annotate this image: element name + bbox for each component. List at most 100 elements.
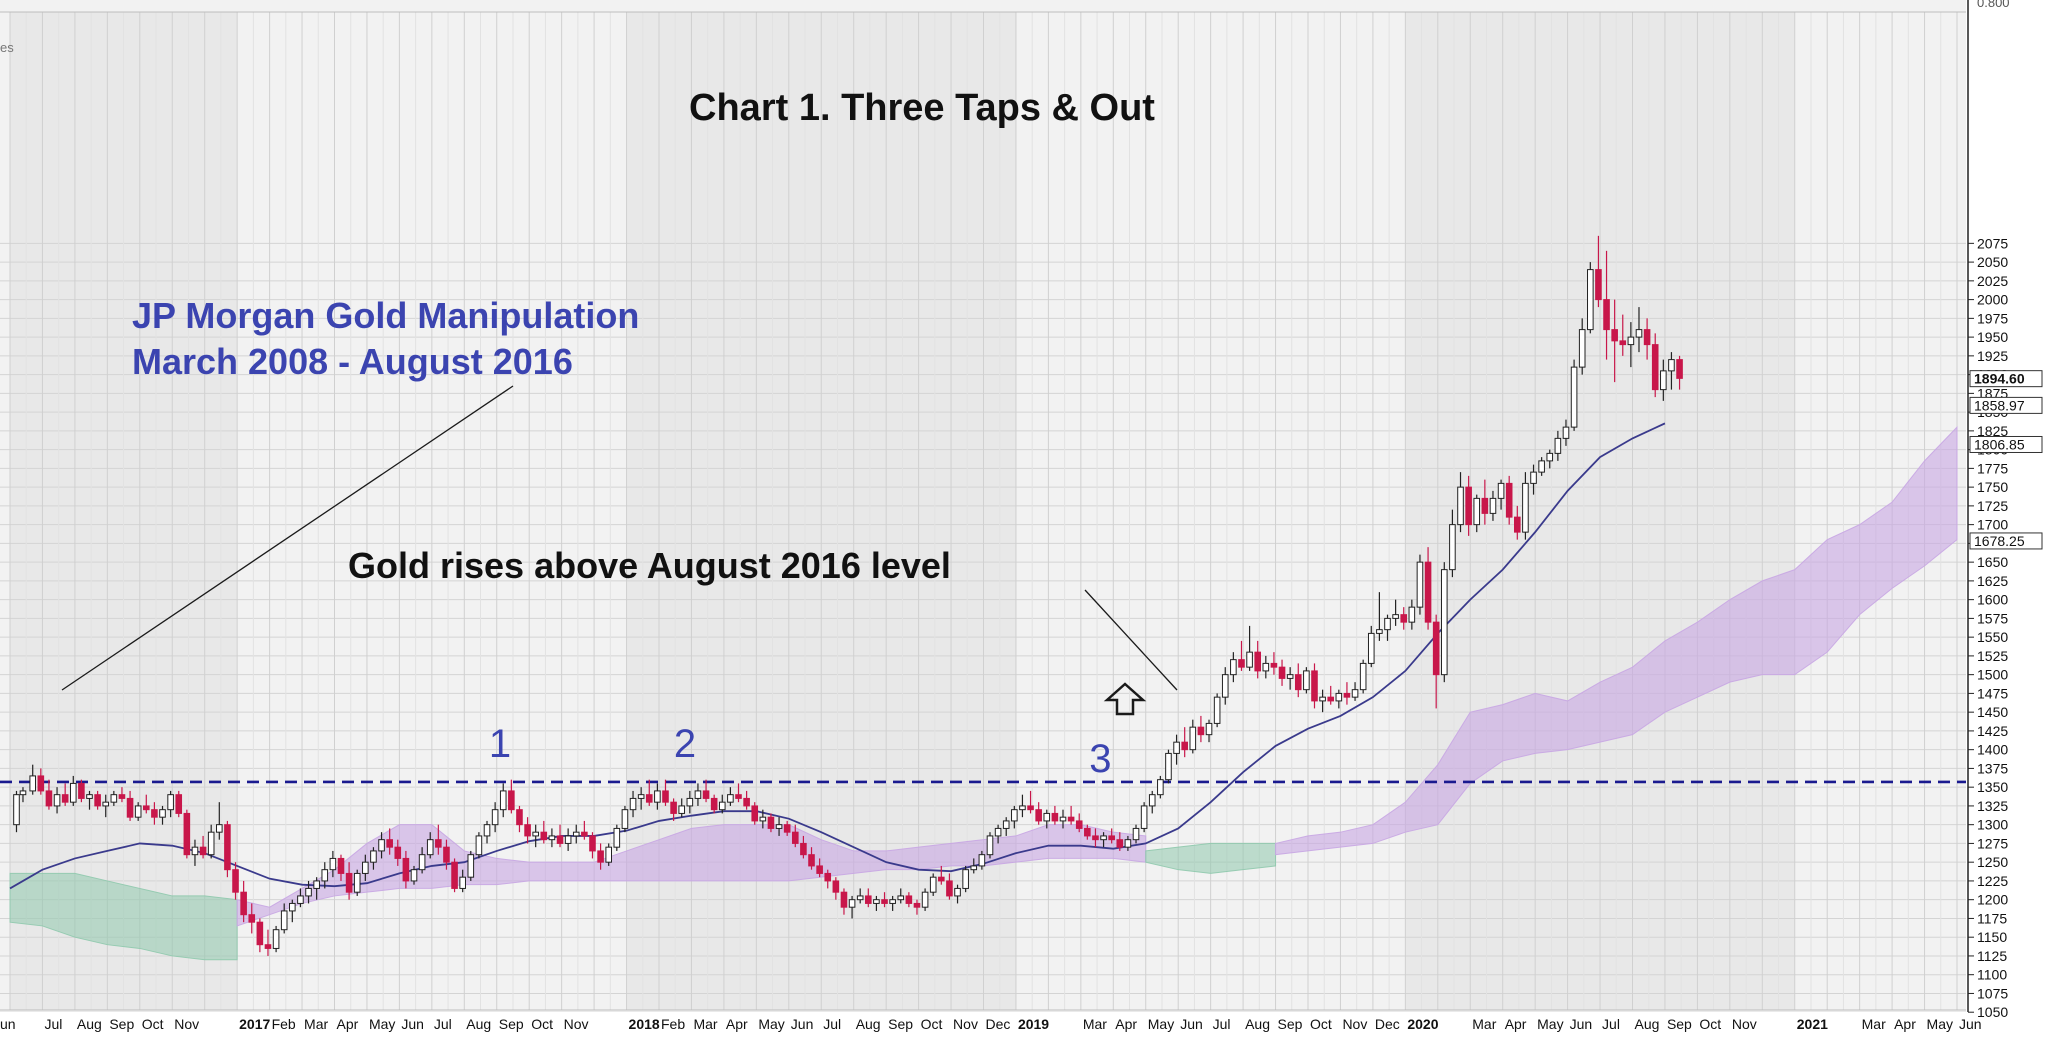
candle [1440,562,1448,683]
y-tick-label: 1200 [1977,892,2008,908]
candle-body [994,827,1002,837]
candle [1311,663,1318,709]
candle [946,873,953,900]
candle [345,862,353,900]
candle-body [743,797,750,807]
candle-body [459,876,466,889]
price-tag-box [1969,435,2043,453]
x-tick-label: Mar [304,1016,328,1032]
candle [1124,835,1132,851]
tap-1-label: 1 [489,722,511,766]
candle-body [1059,816,1067,822]
x-tick-label: Sep [109,1016,134,1032]
candle-body [1319,696,1326,702]
candle [248,903,256,934]
candle [629,790,637,818]
candle [1100,832,1107,848]
candle [1392,599,1399,626]
chart-title: Chart 1. Three Taps & Out [689,87,1155,129]
candle-body [1343,692,1351,698]
x-tick-label: 2018 [629,1016,660,1032]
x-tick-label: Aug [1245,1016,1270,1032]
annotation-leader-lines [61,385,1178,691]
x-tick-label: Feb [272,1016,296,1032]
x-tick-label: Jul [44,1016,62,1032]
x-tick-label: Oct [921,1016,943,1032]
candle [1676,355,1683,390]
candle [978,850,986,870]
candle [686,790,694,814]
candle [1530,464,1537,495]
candle-body [873,899,880,904]
candle-body [1011,809,1018,822]
candle-body [1587,269,1594,331]
candle [1384,614,1391,641]
candle [353,869,361,896]
y-tick-label: 1975 [1977,310,2008,326]
candle [1416,554,1424,615]
x-tick-label: Sep [1667,1016,1692,1032]
candle-body [1108,835,1115,841]
candle [1270,652,1278,675]
candle [800,835,807,859]
candle [305,880,312,904]
candle-body [824,872,832,882]
candle-body [305,887,312,897]
candle-body [1002,820,1010,829]
candle-body [572,831,580,837]
candle [1432,614,1440,709]
candle-body [1278,666,1286,679]
candle-body [151,809,158,818]
candle-body [581,831,588,837]
x-tick-label: May [758,1016,784,1032]
candle [986,832,994,859]
candle [1627,322,1635,368]
candle [572,824,580,844]
candle-body [29,775,37,792]
candle [37,768,45,795]
candle-body [1546,452,1554,462]
candle-body [337,857,345,874]
candle-body [881,899,888,904]
candle-body [1035,809,1042,822]
candle-body [183,812,191,856]
candle [589,832,596,859]
candle-body [353,872,361,893]
candle-body [1473,497,1481,526]
candle-body [1181,741,1188,751]
candle-body [1238,659,1245,668]
candle [1084,824,1091,840]
x-tick-label: Jun [791,1016,814,1032]
candle-body [532,831,539,837]
candle [1075,813,1083,833]
candle [110,790,118,806]
price-tag-box [1969,532,2043,550]
candle [970,858,978,874]
candle [167,790,174,818]
candle [1262,655,1270,679]
candle [199,835,207,859]
candle-body [1148,794,1156,807]
candle-body [1254,651,1262,672]
candle-body [370,850,377,863]
candle-body [1230,659,1237,676]
candle-body [1522,482,1529,533]
candle-body [1197,726,1205,736]
y-tick-label: 1700 [1977,517,2008,533]
x-tick-label: Jul [823,1016,841,1032]
candle-body [1578,329,1586,368]
candle-body [491,809,499,826]
candle-body [264,944,272,949]
candle [954,884,961,904]
candle-body [402,857,410,882]
candle-body [524,824,531,837]
candle [329,850,337,878]
candle [556,824,564,848]
x-tick-label: Jun [1959,1016,1982,1032]
candle [808,847,815,870]
candle [938,865,945,885]
cloud-segment [1145,842,1277,874]
candle-body [832,880,840,893]
candle [678,798,686,818]
candle [1351,682,1359,701]
